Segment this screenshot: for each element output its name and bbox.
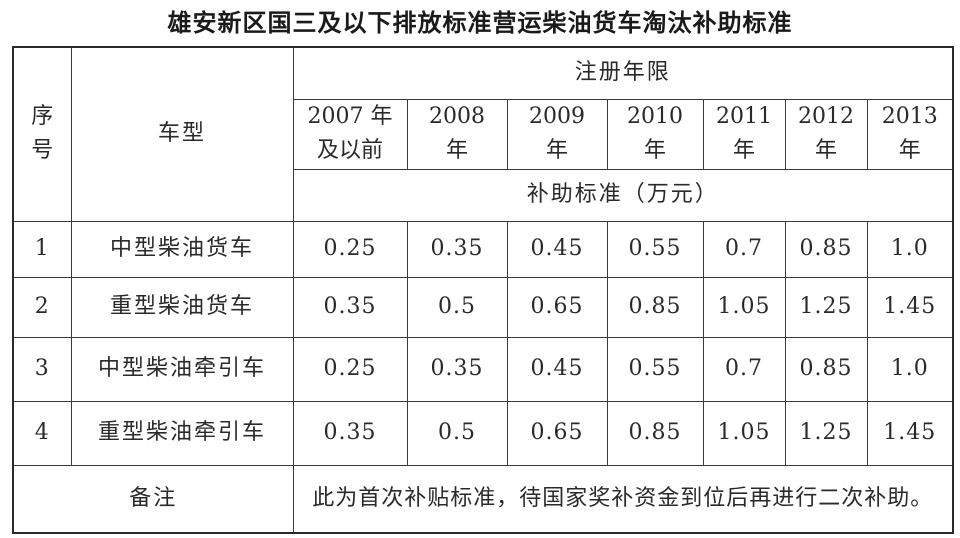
header-row-registration: 序 号 车型 注册年限 [12,46,954,222]
value-cell: 0.85 [606,276,704,338]
year-header-line1: 2011 [716,104,772,129]
seq-header-line1: 序 [31,104,54,130]
value-cell: 0.65 [506,400,608,466]
value-cell: 0.5 [406,276,508,338]
value-cell: 1.45 [866,400,954,466]
year-header-line2: 年 [898,138,921,163]
seq-cell: 3 [12,336,72,402]
value-cell: 0.45 [506,220,608,278]
table-row: 3 中型柴油牵引车 0.25 0.35 0.45 0.55 0.7 0.85 1… [12,336,954,402]
value-cell: 0.35 [292,400,408,466]
type-cell: 中型柴油货车 [70,220,294,278]
seq-cell: 1 [12,220,72,278]
seq-cell: 2 [12,276,72,338]
type-header: 车型 [70,46,294,222]
type-cell: 中型柴油牵引车 [70,336,294,402]
value-cell: 1.0 [866,220,954,278]
document-title: 雄安新区国三及以下排放标准营运柴油货车淘汰补助标准 [167,9,793,37]
header-row-years: 2007 年及以前 2008 年 2009 年 2010 年 2011 年 2012 年 … [13,98,954,170]
year-header-line1: 2013 [881,104,938,129]
value-cell: 0.7 [702,336,786,402]
year-header-line2: 年 [445,138,468,163]
year-header-line1: 2009 [529,104,585,129]
subsidy-header: 补助标准（万元） [292,168,954,222]
year-header-line1: 2008 [429,104,485,129]
value-cell: 0.85 [784,336,868,402]
year-header: 2007 年及以前 [292,98,408,170]
type-cell: 重型柴油货车 [70,276,294,338]
table-row: 2 重型柴油货车 0.35 0.5 0.65 0.85 1.05 1.25 1.… [12,276,954,338]
table-row: 4 重型柴油牵引车 0.35 0.5 0.65 0.85 1.05 1.25 1… [12,400,954,466]
year-header-line1: 2010 [627,104,683,129]
year-header-line2: 及以前 [316,138,383,163]
value-cell: 0.5 [406,400,508,466]
year-header: 2013 年 [866,98,954,170]
header-row-subsidy: 补助标准（万元） [13,168,954,222]
value-cell: 0.85 [784,220,868,278]
value-cell: 0.25 [292,220,408,278]
seq-header-line2: 号 [31,138,54,164]
registration-header: 注册年限 [292,46,954,100]
year-header: 2011 年 [702,98,786,170]
value-cell: 1.05 [702,400,786,466]
value-cell: 0.25 [292,336,408,402]
seq-header: 序 号 [12,46,72,222]
seq-cell: 4 [12,400,72,466]
remark-text: 此为首次补贴标准，待国家奖补资金到位后再进行二次补助。 [292,464,954,534]
value-cell: 1.0 [866,336,954,402]
value-cell: 1.45 [866,276,954,338]
year-header-line2: 年 [814,138,837,163]
value-cell: 0.85 [606,400,704,466]
remark-label: 备注 [12,464,294,534]
value-cell: 0.65 [506,276,608,338]
subsidy-table: 序 号 车型 注册年限 2007 年及以前 2008 年 2009 年 2010 年 … [12,46,955,534]
year-header: 2010 年 [606,98,704,170]
year-header-line2: 年 [732,138,755,163]
table-row: 1 中型柴油货车 0.25 0.35 0.45 0.55 0.7 0.85 1.… [12,220,954,278]
year-header: 2008 年 [406,98,508,170]
year-header-line1: 2007 年 [307,104,393,129]
value-cell: 0.7 [702,220,786,278]
value-cell: 0.55 [606,220,704,278]
type-cell: 重型柴油牵引车 [70,400,294,466]
year-header-line2: 年 [643,138,666,163]
year-header-line2: 年 [545,138,568,163]
remark-row: 备注 此为首次补贴标准，待国家奖补资金到位后再进行二次补助。 [12,464,954,534]
value-cell: 1.25 [784,400,868,466]
year-header: 2012 年 [784,98,868,170]
value-cell: 0.35 [292,276,408,338]
value-cell: 0.35 [406,220,508,278]
value-cell: 1.25 [784,276,868,338]
value-cell: 0.55 [606,336,704,402]
year-header-line1: 2012 [798,104,854,129]
value-cell: 1.05 [702,276,786,338]
value-cell: 0.45 [506,336,608,402]
year-header: 2009 年 [506,98,608,170]
value-cell: 0.35 [406,336,508,402]
